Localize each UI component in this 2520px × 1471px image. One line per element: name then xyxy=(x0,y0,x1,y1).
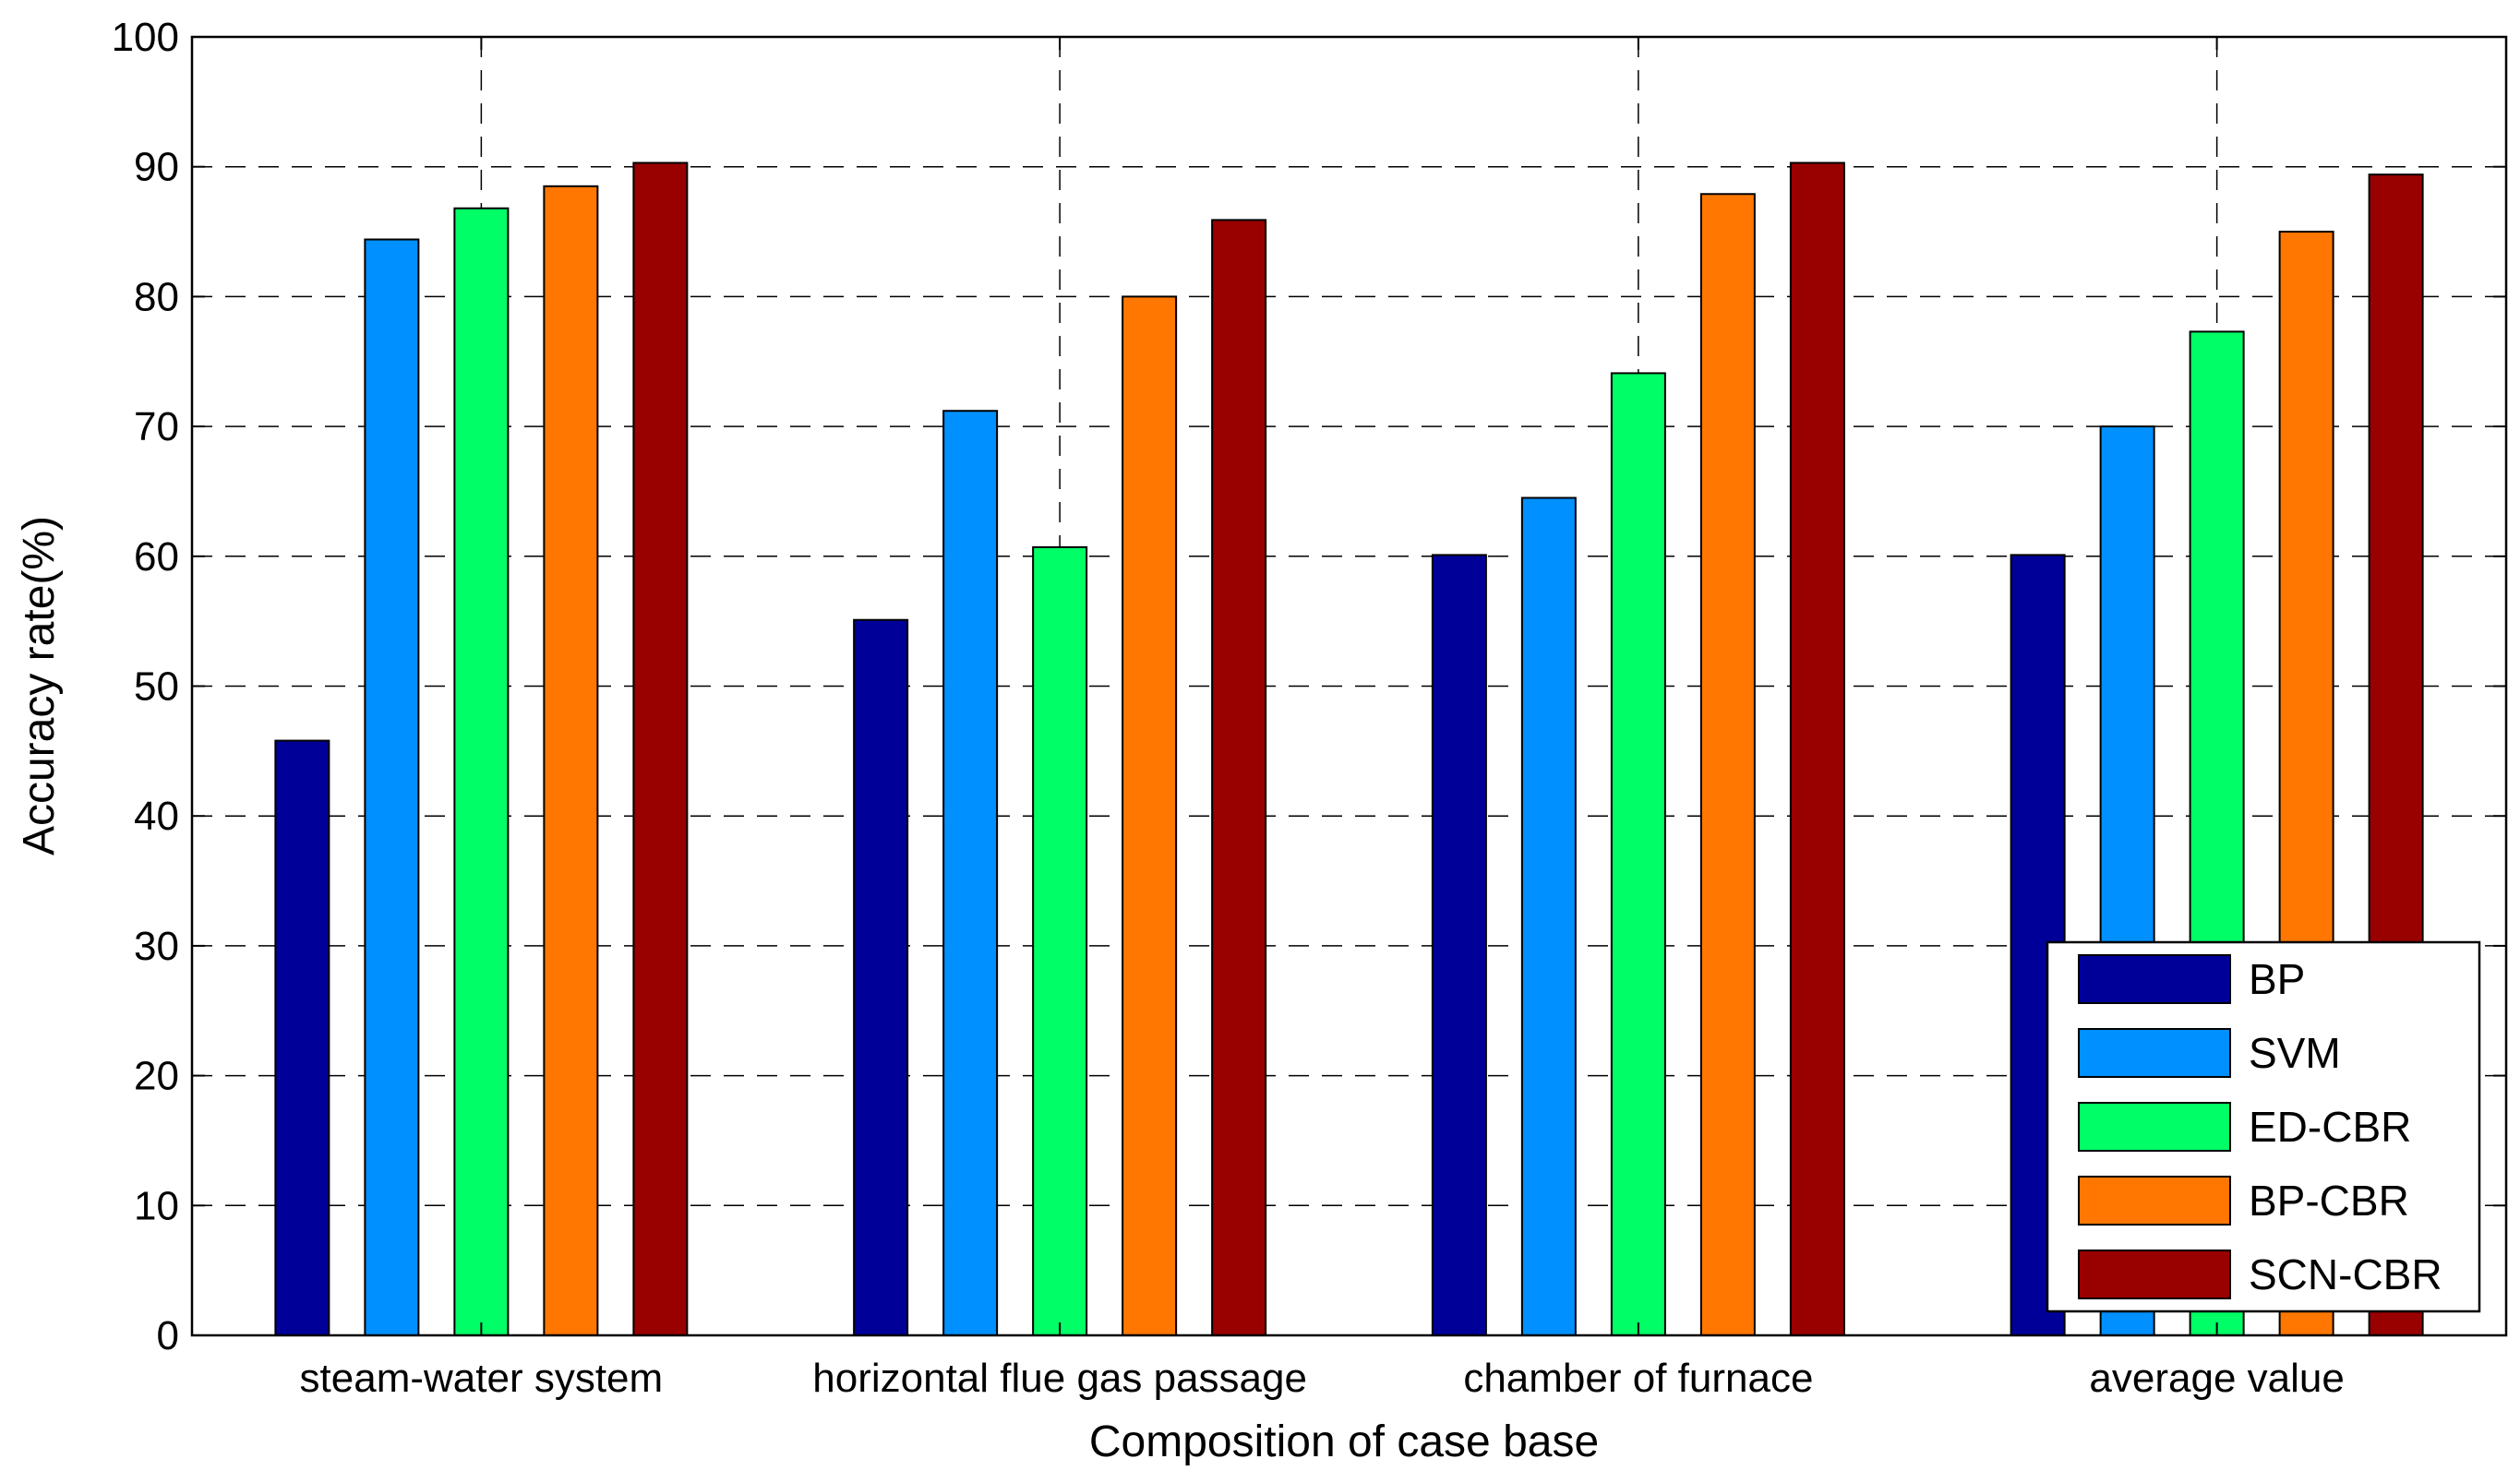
y-tick-label: 40 xyxy=(134,794,179,839)
x-tick-label: chamber of furnace xyxy=(1463,1356,1813,1401)
y-tick-label: 70 xyxy=(134,404,179,449)
x-axis-title: Composition of case base xyxy=(1089,1417,1599,1466)
bar-ed-cbr xyxy=(453,207,510,1336)
y-tick-label: 50 xyxy=(134,664,179,710)
bar-svm xyxy=(1520,496,1577,1336)
legend-swatch-ed-cbr xyxy=(2078,1102,2231,1152)
bar-bp xyxy=(853,618,909,1336)
legend-swatch-scn-cbr xyxy=(2078,1250,2231,1299)
bar-scn-cbr xyxy=(632,161,689,1336)
y-tick-label: 60 xyxy=(134,534,179,580)
y-tick-label: 90 xyxy=(134,145,179,190)
legend-label: BP xyxy=(2249,955,2305,1003)
bar-ed-cbr xyxy=(1610,372,1666,1337)
axis-ticks: 0 10 20 30 40 50 60 70 80 90 100 steam-water system… xyxy=(112,15,2506,1401)
legend-label: ED-CBR xyxy=(2249,1103,2411,1151)
legend: BP SVM ED-CBR BP-CBR SCN-CBR xyxy=(2046,940,2481,1313)
y-axis-title: Accuracy rate(%) xyxy=(15,516,64,855)
x-tick-label: steam-water system xyxy=(300,1356,664,1401)
legend-swatch-bp xyxy=(2078,954,2231,1004)
legend-label: SCN-CBR xyxy=(2249,1250,2442,1298)
y-tick-label: 10 xyxy=(134,1183,179,1228)
bar-svm xyxy=(364,238,420,1337)
legend-label: SVM xyxy=(2249,1029,2341,1077)
bar-scn-cbr xyxy=(1789,161,1845,1336)
bar-bp-cbr xyxy=(1699,193,1756,1337)
bar-svm xyxy=(942,410,999,1336)
y-tick-label: 20 xyxy=(134,1054,179,1099)
y-tick-label: 100 xyxy=(112,15,179,60)
bar-bp xyxy=(274,739,330,1336)
legend-swatch-svm xyxy=(2078,1028,2231,1078)
legend-label: BP-CBR xyxy=(2249,1177,2409,1225)
x-tick-label: average value xyxy=(2089,1356,2344,1401)
legend-swatch-bp-cbr xyxy=(2078,1176,2231,1226)
y-tick-label: 0 xyxy=(157,1313,179,1358)
x-tick-label: horizontal flue gas passage xyxy=(812,1356,1307,1401)
y-tick-label: 80 xyxy=(134,274,179,319)
bar-scn-cbr xyxy=(1211,219,1267,1337)
bar-bp-cbr xyxy=(543,185,599,1336)
bar-ed-cbr xyxy=(1032,545,1088,1336)
bars xyxy=(274,161,2424,1337)
y-tick-label: 30 xyxy=(134,924,179,969)
bar-bp xyxy=(1431,554,1487,1336)
bar-bp-cbr xyxy=(1122,295,1178,1336)
